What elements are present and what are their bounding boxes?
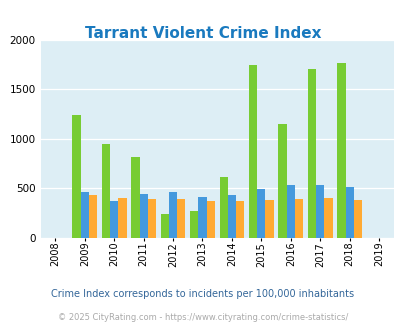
Bar (206, 201, 214, 238)
Bar (294, 199, 303, 238)
Bar (160, 214, 168, 238)
Bar (139, 194, 147, 238)
Bar (72, 115, 81, 238)
Text: © 2025 CityRating.com - https://www.cityrating.com/crime-statistics/: © 2025 CityRating.com - https://www.city… (58, 313, 347, 322)
Bar (324, 199, 332, 238)
Bar (278, 124, 286, 238)
Bar (286, 185, 294, 238)
Bar (265, 200, 273, 238)
Bar (235, 201, 244, 238)
Bar (147, 199, 156, 238)
Bar (257, 189, 265, 238)
Bar (118, 198, 126, 238)
Bar (219, 177, 227, 238)
Bar (81, 192, 89, 238)
Bar (345, 187, 353, 238)
Bar (89, 195, 97, 238)
Text: Crime Index corresponds to incidents per 100,000 inhabitants: Crime Index corresponds to incidents per… (51, 289, 354, 299)
Bar (315, 185, 324, 238)
Bar (307, 69, 315, 238)
Bar (131, 157, 139, 238)
Bar (190, 211, 198, 238)
Bar (248, 65, 257, 238)
Bar (110, 201, 118, 238)
Bar (227, 194, 235, 238)
Bar (177, 199, 185, 238)
Bar (102, 144, 110, 238)
Text: Tarrant Violent Crime Index: Tarrant Violent Crime Index (85, 26, 320, 41)
Bar (198, 196, 206, 238)
Bar (337, 63, 345, 238)
Bar (353, 200, 361, 238)
Bar (168, 192, 177, 238)
